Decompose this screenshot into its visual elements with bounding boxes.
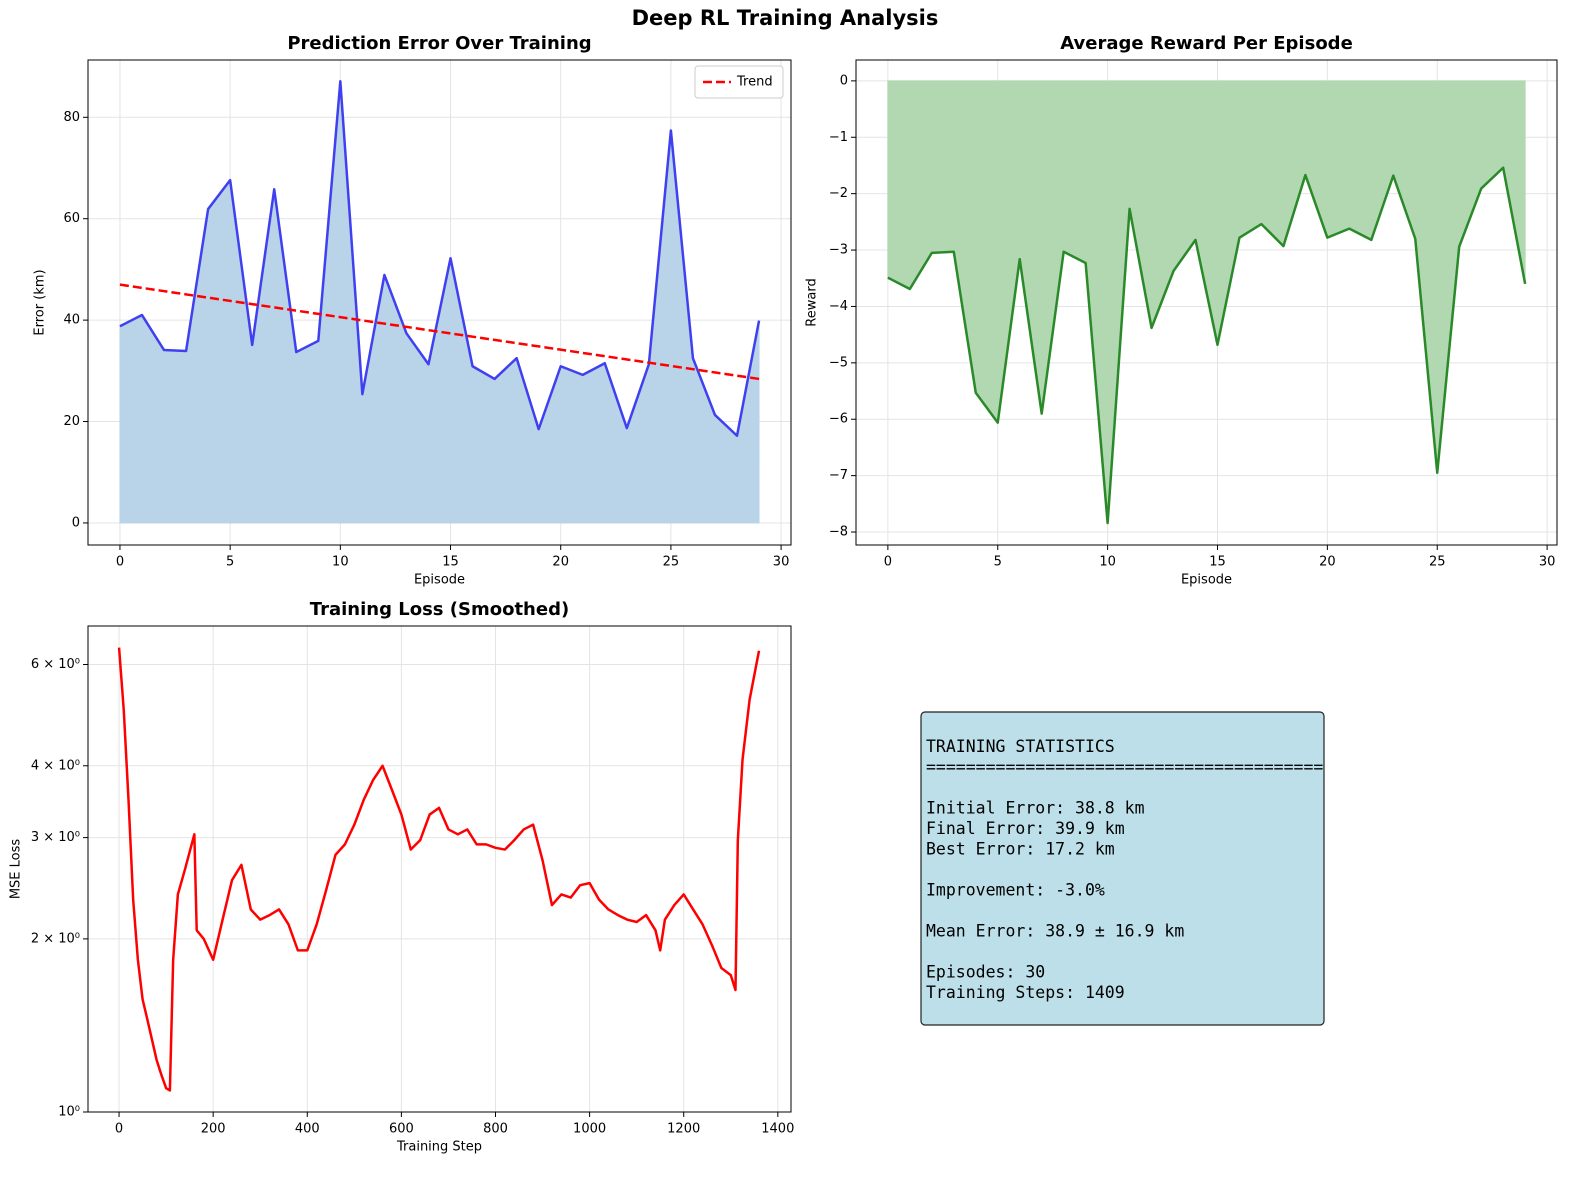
subplot-title: Prediction Error Over Training (287, 33, 591, 54)
legend-label: Trend (736, 75, 773, 90)
stats-line: ======================================== (926, 758, 1323, 777)
y-tick-label: 0 (72, 515, 80, 530)
y-tick-label: 2 × 10⁰ (31, 931, 80, 946)
x-tick-label: 20 (552, 555, 569, 570)
x-tick-label: 800 (483, 1122, 508, 1137)
stats-line: Improvement: -3.0% (926, 881, 1105, 900)
y-tick-label: −4 (829, 299, 848, 314)
subplot-title: Training Loss (Smoothed) (310, 599, 569, 620)
y-axis-label: MSE Loss (9, 839, 24, 900)
area-fill (119, 81, 760, 524)
y-tick-label: −8 (829, 525, 848, 540)
stats-line: Training Steps: 1409 (926, 983, 1125, 1002)
x-tick-label: 15 (442, 555, 459, 570)
y-tick-label: 10⁰ (58, 1105, 80, 1120)
x-tick-label: 25 (663, 555, 680, 570)
legend-box (694, 65, 784, 99)
x-tick-label: 1400 (761, 1122, 794, 1137)
axes-frame (87, 625, 792, 1113)
y-tick-label: −2 (829, 186, 848, 201)
x-tick-label: 5 (226, 555, 234, 570)
figure-title: Deep RL Training Analysis (632, 6, 939, 30)
y-tick-label: 60 (63, 211, 80, 226)
x-tick-label: 10 (1099, 555, 1116, 570)
y-tick-label: −1 (829, 130, 848, 145)
x-tick-label: 25 (1429, 555, 1446, 570)
stats-box (920, 711, 1325, 1026)
x-tick-label: 20 (1319, 555, 1336, 570)
y-tick-label: 6 × 10⁰ (31, 657, 80, 672)
subplot-title: Average Reward Per Episode (1060, 33, 1353, 54)
y-tick-label: 0 (840, 73, 848, 88)
y-tick-label: −6 (829, 412, 848, 427)
x-tick-label: 30 (773, 555, 790, 570)
x-tick-label: 5 (994, 555, 1002, 570)
data-line (887, 166, 1527, 525)
x-tick-label: 0 (116, 555, 124, 570)
y-tick-label: 80 (63, 110, 80, 125)
area-fill (887, 80, 1526, 524)
y-tick-label: −3 (829, 243, 848, 258)
y-tick-label: 3 × 10⁰ (31, 830, 80, 845)
x-tick-label: 0 (115, 1122, 123, 1137)
data-line (119, 80, 761, 437)
x-tick-label: 1000 (573, 1122, 606, 1137)
x-axis-label: Episode (1181, 573, 1232, 588)
x-tick-label: 15 (1209, 555, 1226, 570)
stats-line: Mean Error: 38.9 ± 16.9 km (926, 922, 1184, 941)
y-axis-label: Reward (805, 278, 820, 326)
x-tick-label: 10 (332, 555, 349, 570)
x-tick-label: 30 (1539, 555, 1556, 570)
stats-line: Initial Error: 38.8 km (926, 799, 1145, 818)
x-tick-label: 200 (201, 1122, 226, 1137)
x-axis-label: Episode (414, 573, 465, 588)
y-axis-label: Error (km) (33, 269, 48, 335)
stats-line: Best Error: 17.2 km (926, 840, 1115, 859)
stats-line: TRAINING STATISTICS (926, 737, 1115, 756)
data-line (117, 647, 761, 1092)
stats-line: Final Error: 39.9 km (926, 819, 1125, 838)
x-axis-label: Training Step (396, 1140, 482, 1155)
x-tick-label: 600 (389, 1122, 414, 1137)
y-tick-label: −5 (829, 355, 848, 370)
axes-frame (855, 59, 1558, 546)
stats-line: Episodes: 30 (926, 963, 1045, 982)
x-tick-label: 400 (295, 1122, 320, 1137)
x-tick-label: 0 (884, 555, 892, 570)
y-tick-label: 20 (63, 414, 80, 429)
y-tick-label: 4 × 10⁰ (31, 758, 80, 773)
x-tick-label: 1200 (667, 1122, 700, 1137)
data-line (119, 283, 760, 381)
y-tick-label: 40 (63, 313, 80, 328)
y-tick-label: −7 (829, 468, 848, 483)
axes-frame (87, 59, 792, 546)
